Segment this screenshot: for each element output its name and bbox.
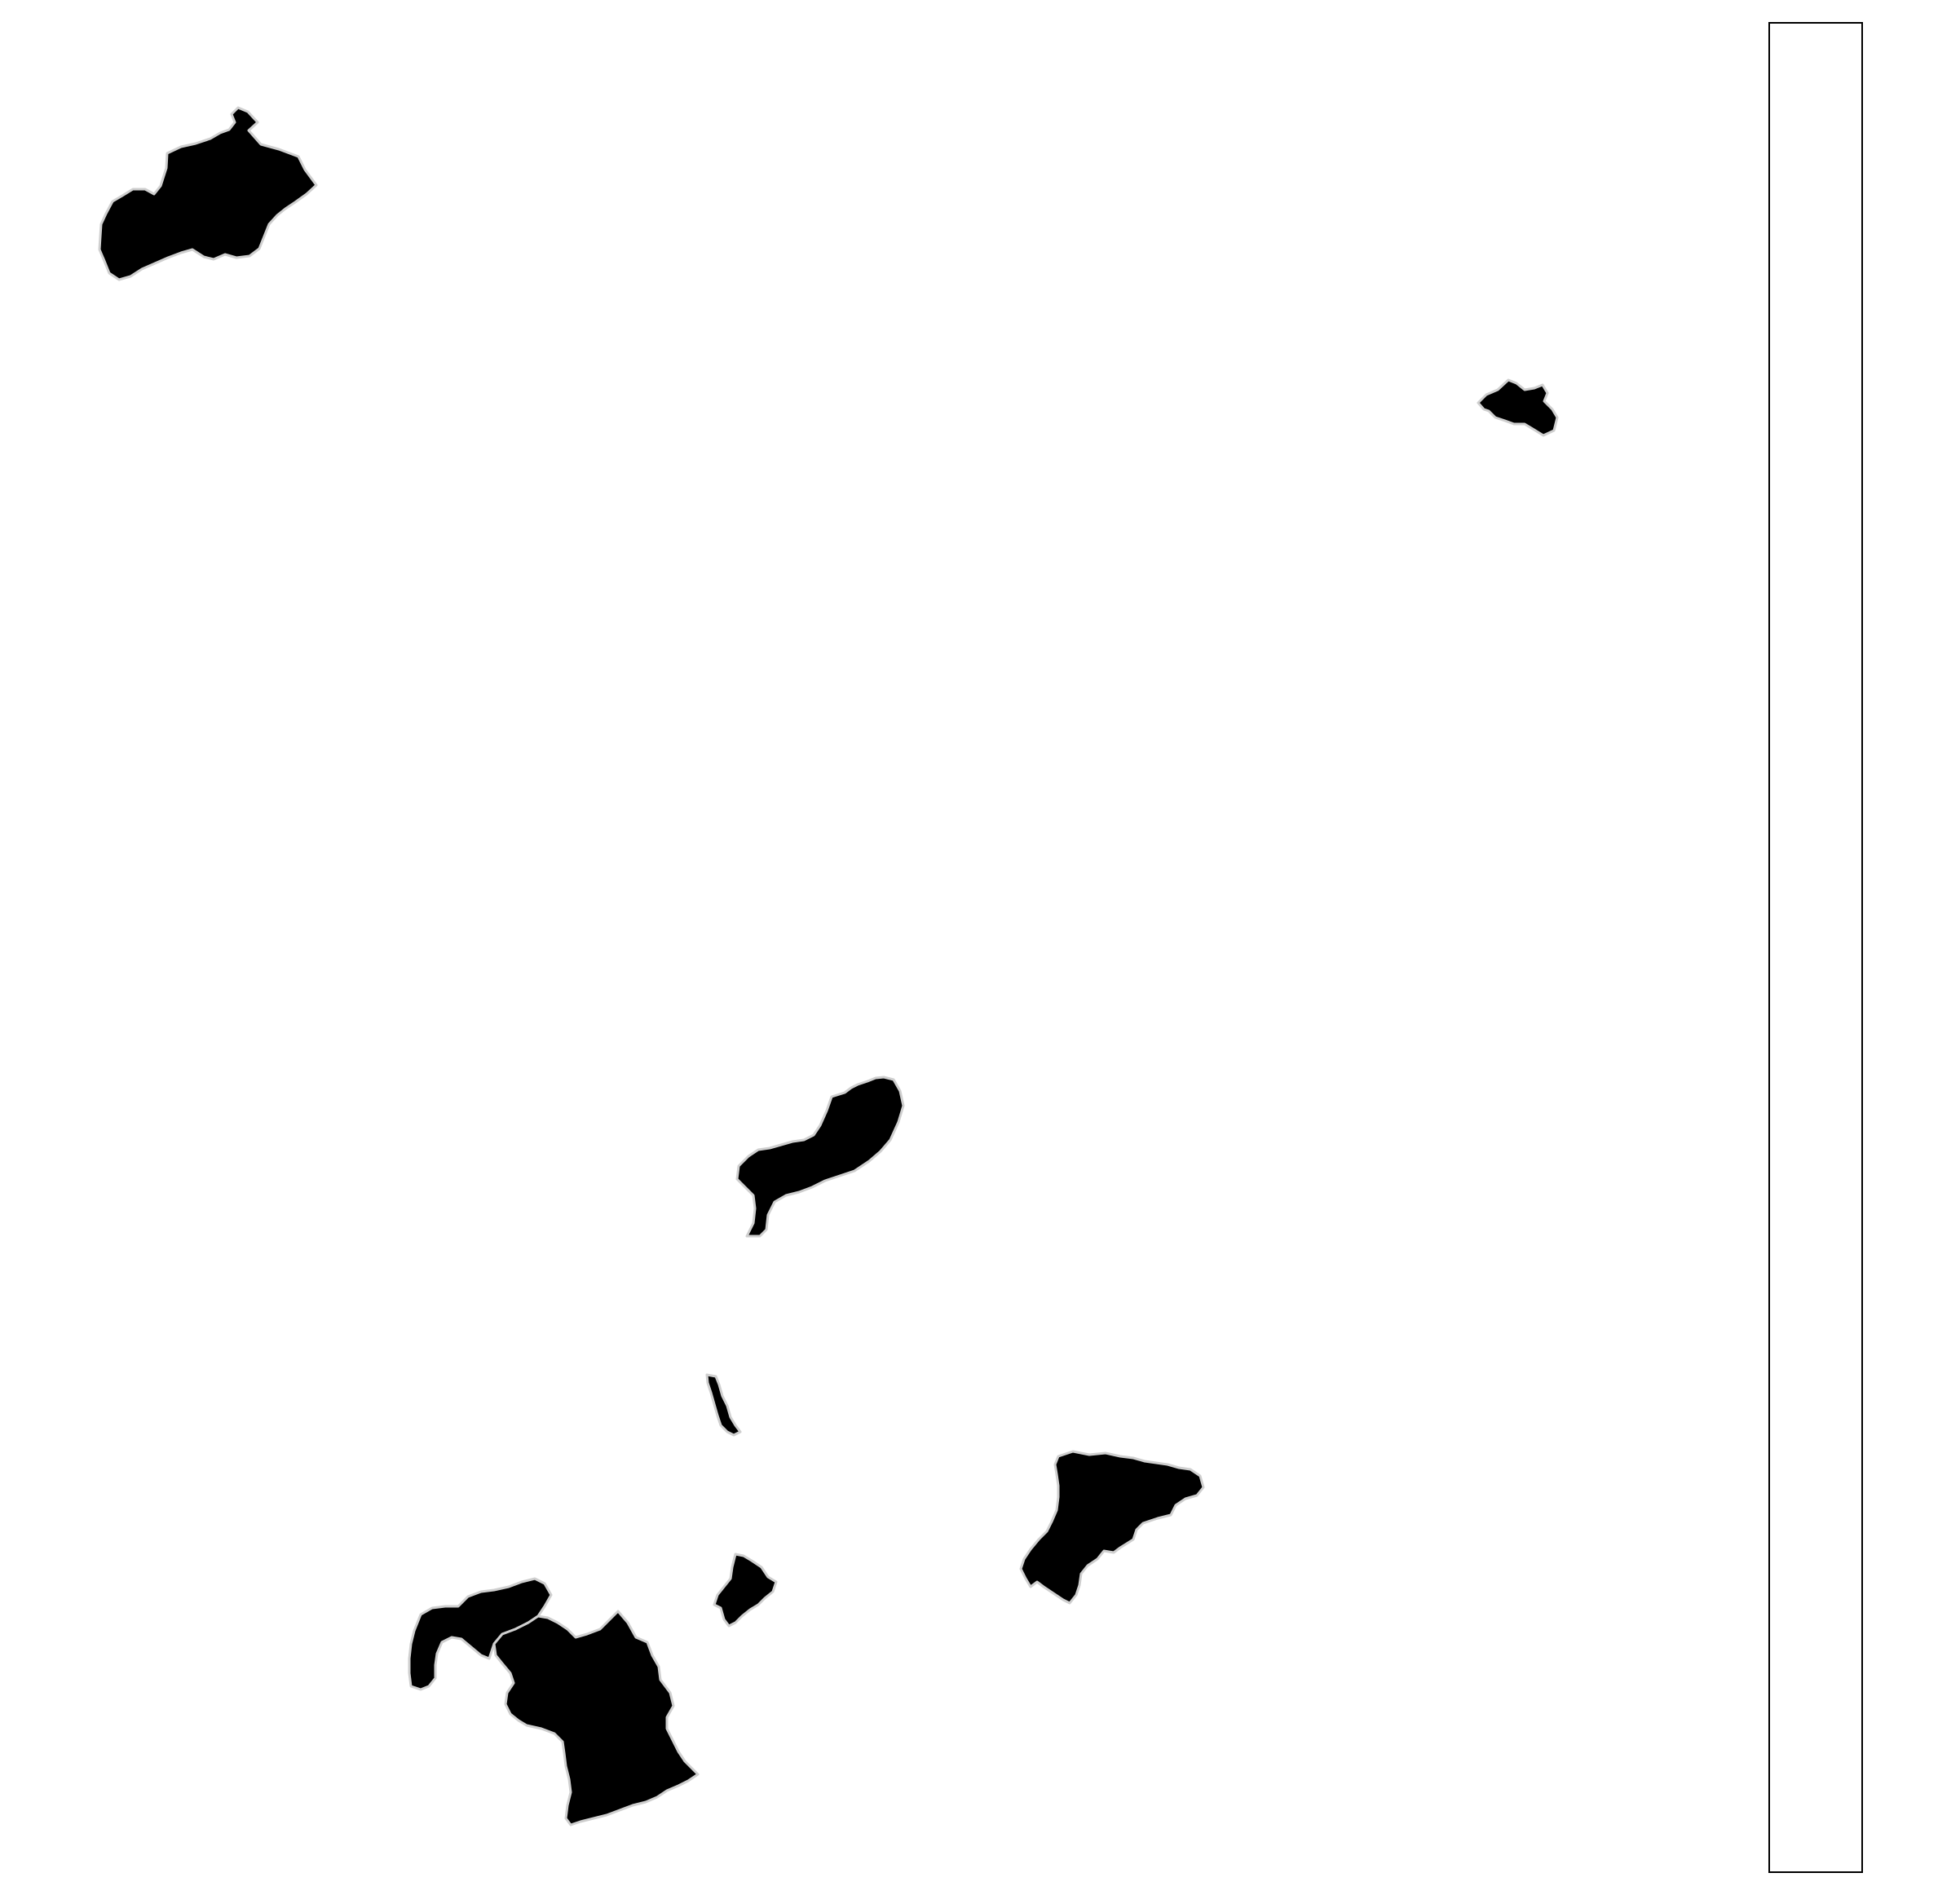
region-central[interactable] <box>735 1076 905 1238</box>
colorbar-frame <box>1768 22 1863 1873</box>
colorbar <box>1768 22 1863 1873</box>
region-northeast-small[interactable] <box>1477 378 1559 437</box>
region-northwest[interactable] <box>98 106 318 281</box>
region-thin-strip[interactable] <box>705 1373 742 1437</box>
colorbar-gradient <box>1769 23 1862 1872</box>
region-southwest-main[interactable] <box>492 1610 700 1827</box>
region-southeast[interactable] <box>1019 1450 1205 1605</box>
map-regions <box>98 106 1559 1827</box>
region-small-south[interactable] <box>713 1553 778 1628</box>
